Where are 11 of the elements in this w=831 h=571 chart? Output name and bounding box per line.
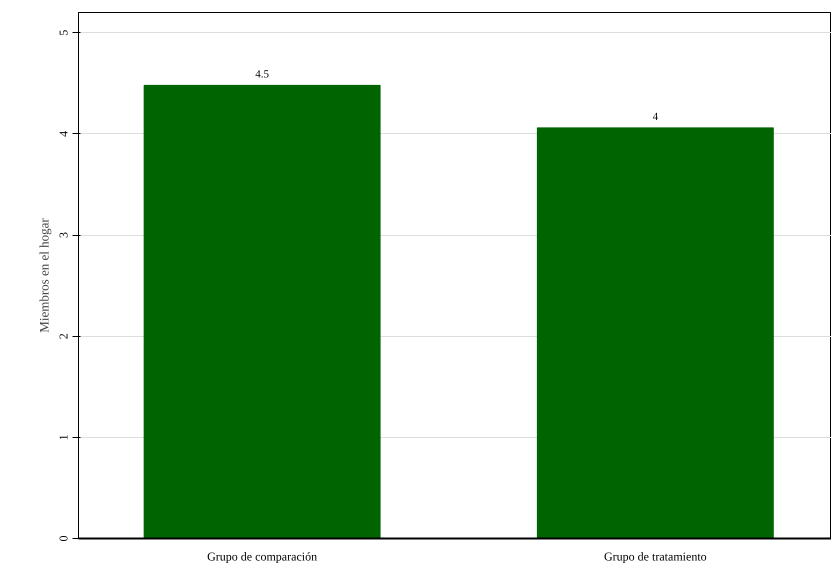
y-tick-label: 4 [56, 130, 70, 137]
y-tick-label: 3 [56, 232, 70, 238]
y-tick-label: 1 [56, 434, 70, 440]
data-label: 4.5 [255, 68, 270, 80]
x-tick-label: Grupo de comparación [207, 550, 318, 564]
y-tick-label: 0 [56, 536, 70, 542]
data-label: 4 [652, 110, 659, 123]
y-axis-title: Miembros en el hogar [36, 218, 52, 333]
y-tick-label: 2 [56, 333, 70, 340]
y-tick-label: 5 [56, 30, 70, 36]
x-tick-label: Grupo de tratamiento [604, 550, 707, 564]
